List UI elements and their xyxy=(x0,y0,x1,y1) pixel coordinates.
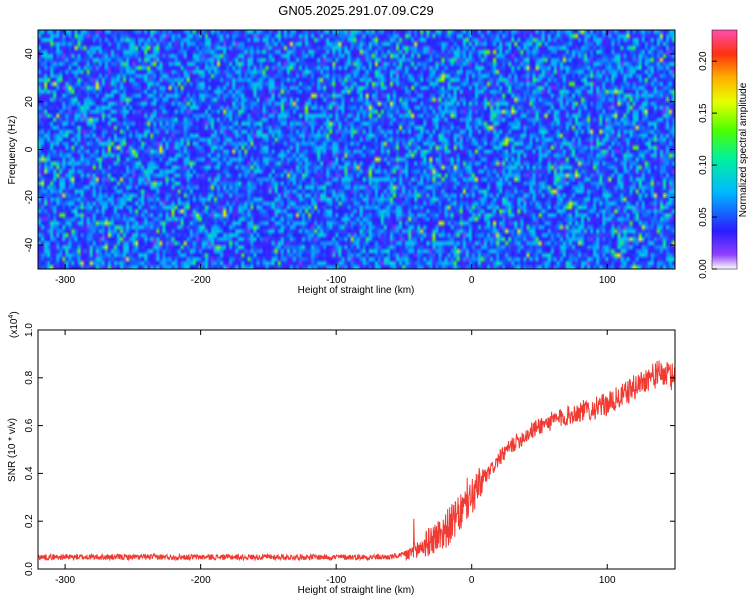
colorbar: 0.00 0.05 0.10 0.15 0.20 Normalized spectral… xyxy=(698,29,749,279)
multiplier-base: (x10 xyxy=(9,318,20,338)
snr-y-tick-label: 0.6 xyxy=(24,418,35,432)
snr-frame-top xyxy=(37,329,676,570)
colorbar-tick-label: 0.10 xyxy=(698,155,709,175)
multiplier-close: ) xyxy=(9,311,20,314)
snr-y-ticks: 0.0 0.2 0.4 0.6 0.8 1.0 xyxy=(24,323,675,576)
snr-y-label: SNR (10 * v/v) xyxy=(7,418,18,482)
chart-title: GN05.2025.291.07.09.C29 xyxy=(278,3,433,18)
snr-x-tick-label: -200 xyxy=(191,575,211,586)
colorbar-tick-label: 0.05 xyxy=(698,207,709,227)
colorbar-label: Normalized spectral amplitude xyxy=(738,82,749,217)
colorbar-gradient xyxy=(711,29,738,270)
snr-y-tick-label: 0.0 xyxy=(24,562,35,576)
snr-series-line xyxy=(37,360,676,562)
heatmap-y-label: Frequency (Hz) xyxy=(7,116,18,185)
snr-frame xyxy=(37,329,676,570)
heatmap-y-ticks: -40 -20 0 20 40 xyxy=(24,48,675,252)
snr-x-ticks: -300 -200 -100 0 100 xyxy=(55,330,616,586)
heatmap-x-tick-label: -300 xyxy=(55,275,75,286)
colorbar-ticks: 0.00 0.05 0.10 0.15 0.20 xyxy=(698,51,717,279)
multiplier-exponent: 4 xyxy=(8,315,15,319)
snr-x-tick-label: 0 xyxy=(469,575,475,586)
heatmap-x-tick-label: 0 xyxy=(469,275,475,286)
snr-x-tick-label: 100 xyxy=(599,575,616,586)
colorbar-tick-label: 0.00 xyxy=(698,259,709,279)
snr-y-multiplier: (x104) xyxy=(8,311,20,338)
heatmap-x-tick-label: -100 xyxy=(326,275,346,286)
heatmap-image xyxy=(38,30,675,269)
snr-panel: -300 -200 -100 0 100 0.0 0.2 0.4 0.6 0.8 1.0 Heig… xyxy=(7,311,676,596)
heatmap-y-tick-label: 40 xyxy=(24,48,35,60)
colorbar-tick-label: 0.20 xyxy=(698,51,709,71)
heatmap-x-tick-label: 100 xyxy=(599,275,616,286)
snr-y-tick-label: 1.0 xyxy=(24,323,35,337)
heatmap-x-label: Height of straight line (km) xyxy=(298,285,415,296)
svg-text:(x104): (x104) xyxy=(8,311,20,338)
snr-y-tick-label: 0.2 xyxy=(24,514,35,528)
colorbar-tick-label: 0.15 xyxy=(698,103,709,123)
heatmap-x-tick-label: -200 xyxy=(191,275,211,286)
heatmap-y-tick-label: -40 xyxy=(24,237,35,252)
heatmap-y-tick-label: -20 xyxy=(24,190,35,205)
snr-y-tick-label: 0.4 xyxy=(24,466,35,480)
snr-x-tick-label: -100 xyxy=(326,575,346,586)
snr-x-tick-label: -300 xyxy=(55,575,75,586)
snr-x-label: Height of straight line (km) xyxy=(298,585,415,596)
snr-y-tick-label: 0.8 xyxy=(24,370,35,384)
heatmap-x-ticks: -300 -200 -100 0 100 xyxy=(55,30,616,286)
heatmap-y-tick-label: 20 xyxy=(24,96,35,108)
heatmap-y-tick-label: 0 xyxy=(24,146,35,152)
